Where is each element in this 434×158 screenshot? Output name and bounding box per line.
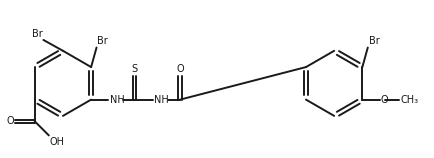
Text: CH₃: CH₃	[400, 95, 418, 105]
Text: Br: Br	[32, 29, 42, 39]
Text: Br: Br	[96, 36, 107, 46]
Text: Br: Br	[369, 36, 380, 46]
Text: O: O	[176, 64, 184, 74]
Text: NH: NH	[109, 95, 124, 105]
Text: NH: NH	[154, 95, 169, 105]
Text: O: O	[381, 95, 388, 105]
Text: S: S	[132, 64, 138, 74]
Text: O: O	[7, 116, 14, 126]
Text: OH: OH	[50, 137, 65, 146]
